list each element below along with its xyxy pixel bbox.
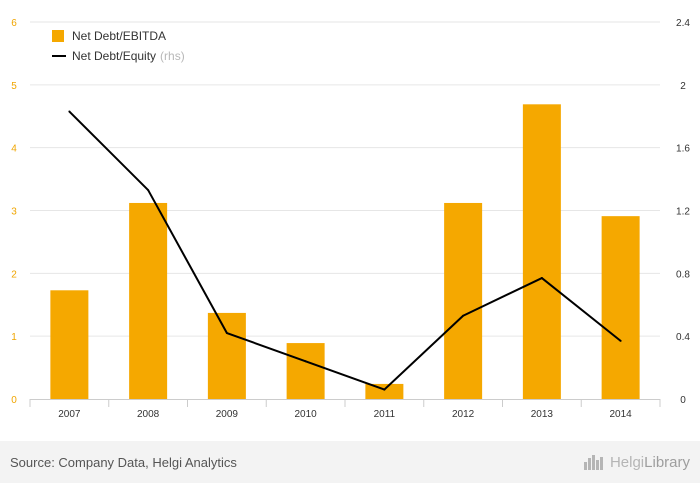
brand-name-light: Helgi [609,453,645,471]
net-debt-equity-line [68,110,622,391]
x-tick-label: 2014 [610,409,633,420]
footer: Source: Company Data, Helgi Analytics He… [0,441,700,483]
line-point [383,388,386,391]
y-right-tick-label: 1.2 [676,207,690,218]
y-right-tick-label: 0.8 [676,269,690,280]
legend-line-suffix: (rhs) [160,49,185,63]
line-point [462,314,465,317]
bar [365,383,404,399]
legend-item-bar: Net Debt/EBITDA [52,26,185,46]
legend: Net Debt/EBITDA Net Debt/Equity (rhs) [52,26,185,66]
skyline-icon [583,455,603,470]
bar [286,343,325,399]
x-tick-label: 2008 [137,409,160,420]
y-left-tick-label: 3 [11,207,17,218]
x-tick-label: 2007 [58,409,81,420]
y-left-tick-label: 2 [11,269,17,280]
bar [444,202,483,399]
line-point [147,189,150,192]
bar [601,216,640,399]
y-left-tick-label: 1 [11,332,17,343]
bar [522,104,561,399]
line-point [619,339,622,342]
chart: 0 1 2 3 4 5 6 0 0.4 0.8 1.2 1.6 2 2.4 2007 2008 2009 2010… [11,18,690,420]
legend-bar-label: Net Debt/EBITDA [72,29,167,43]
y-left-tick-label: 0 [11,395,17,406]
brand-logo: Helgi Library [583,454,690,471]
bar [50,290,89,399]
legend-bar-swatch [52,30,64,42]
line-point [540,277,543,280]
y-right-tick-label: 0 [680,395,686,406]
y-right-tick-label: 2 [680,81,686,92]
legend-line-swatch [52,55,66,57]
line-point [68,110,71,113]
y-right-tick-label: 1.6 [676,144,690,155]
y-right-tick-label: 2.4 [676,18,690,29]
x-tick-label: 2011 [374,409,396,420]
x-tick-label: 2009 [216,409,239,420]
bar [129,202,168,399]
legend-item-line: Net Debt/Equity (rhs) [52,46,185,66]
line-point [304,360,307,363]
y-left-tick-label: 4 [11,144,17,155]
x-tick-label: 2010 [295,409,318,420]
y-left-tick-label: 5 [11,81,17,92]
y-left-tick-label: 6 [11,18,17,29]
legend-line-label: Net Debt/Equity [72,49,157,63]
source-text: Source: Company Data, Helgi Analytics [10,454,237,470]
line-point [225,332,228,335]
bar [207,312,246,399]
y-right-tick-label: 0.4 [676,332,690,343]
x-tick-label: 2013 [531,409,554,420]
x-tick-label: 2012 [452,409,475,420]
brand-name-strong: Library [644,453,690,471]
